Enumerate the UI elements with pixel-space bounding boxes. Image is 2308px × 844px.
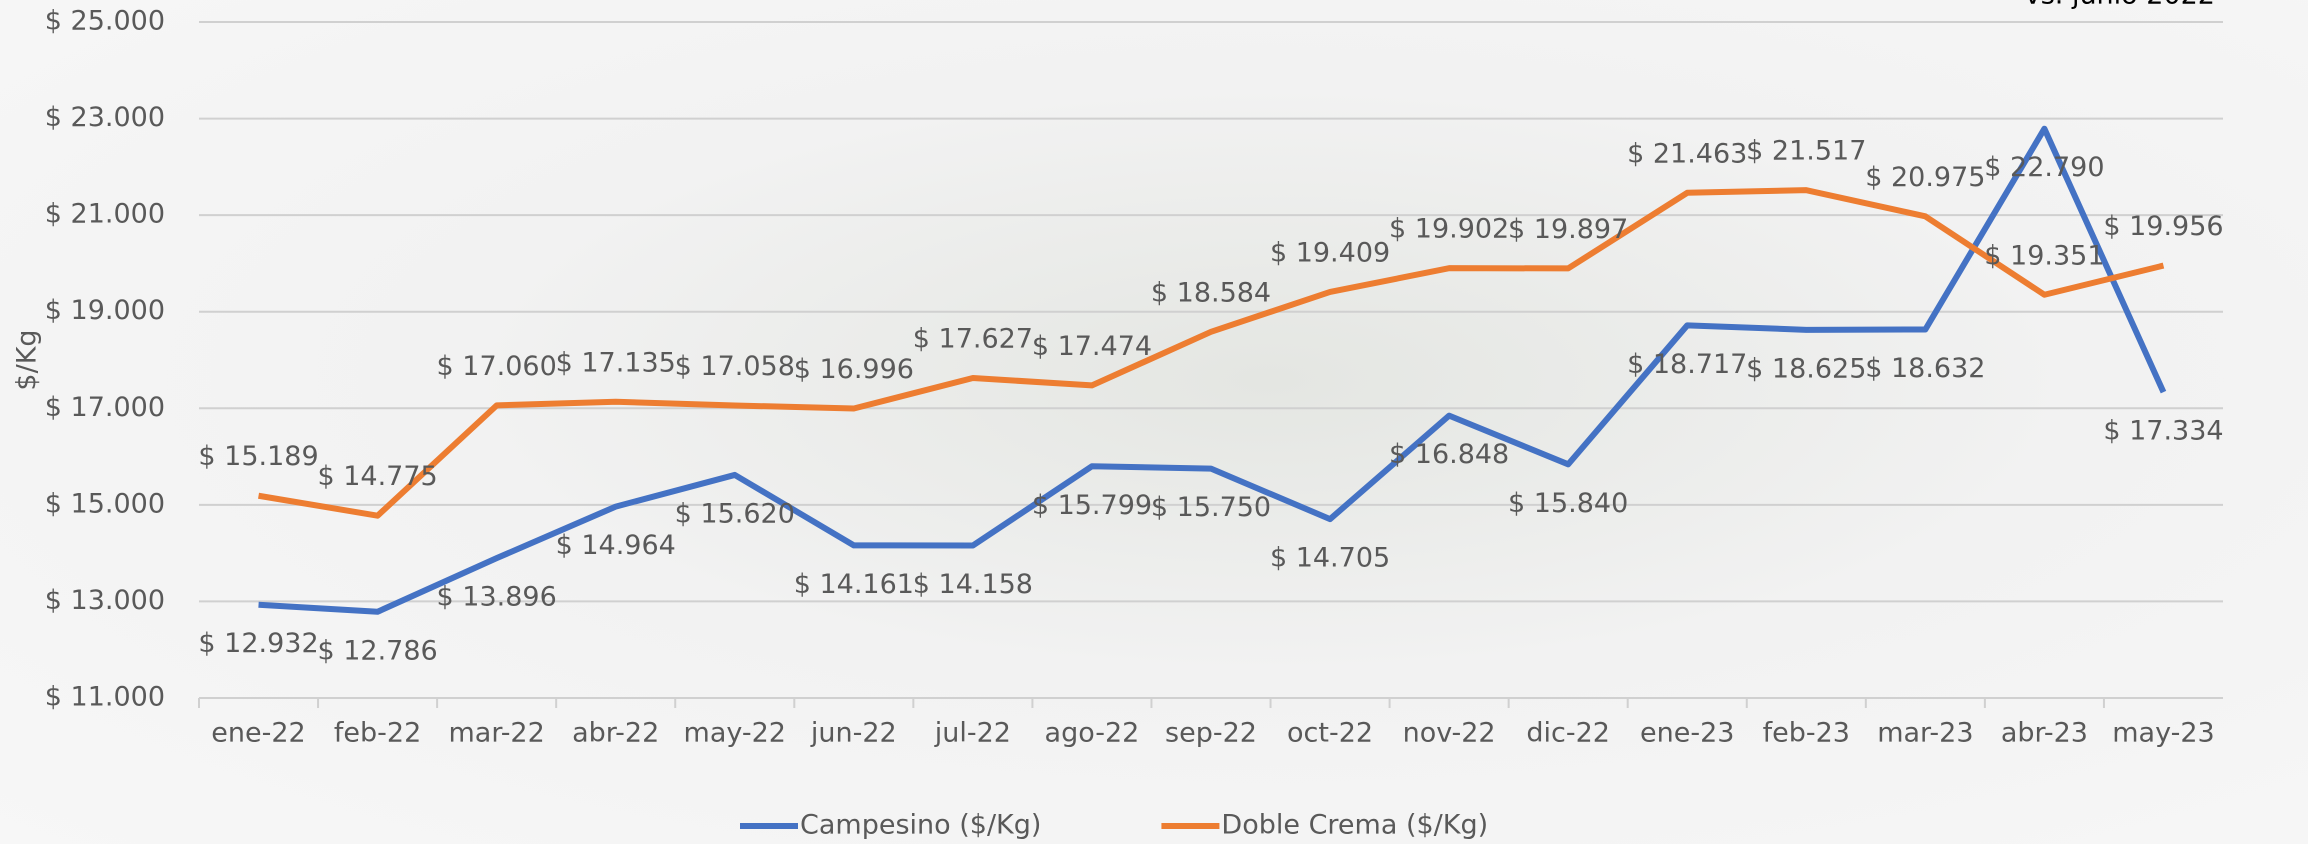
x-tick-label: may-22 — [684, 718, 786, 749]
value-label: $ 15.799 — [1032, 490, 1152, 521]
value-label: $ 14.161 — [794, 569, 914, 600]
y-tick-label: $ 13.000 — [45, 585, 165, 616]
x-tick-label: ene-22 — [211, 718, 305, 749]
x-tick-label: sep-22 — [1165, 718, 1257, 749]
y-tick-label: $ 23.000 — [45, 102, 165, 133]
y-tick-label: $ 19.000 — [45, 295, 165, 326]
value-label: $ 22.790 — [1984, 152, 2104, 183]
value-label: $ 16.996 — [794, 354, 914, 385]
value-label: $ 15.840 — [1508, 488, 1628, 519]
value-label: $ 15.620 — [675, 498, 795, 529]
y-tick-label: $ 21.000 — [45, 199, 165, 230]
value-label: $ 17.627 — [913, 324, 1033, 355]
value-label: $ 15.750 — [1151, 492, 1271, 523]
annotation: vs. junio 2022 — [2025, 0, 2215, 11]
value-label: $ 21.517 — [1746, 136, 1866, 167]
value-label: $ 16.848 — [1389, 439, 1509, 470]
x-tick-label: abr-23 — [2001, 718, 2088, 749]
value-label: $ 14.775 — [317, 461, 437, 492]
x-tick-label: jul-22 — [934, 718, 1011, 749]
value-label: $ 18.625 — [1746, 353, 1866, 384]
y-tick-label: $ 25.000 — [45, 6, 165, 37]
value-label: $ 18.584 — [1151, 277, 1271, 308]
value-label: $ 12.932 — [198, 628, 318, 659]
x-tick-label: jun-22 — [810, 718, 897, 749]
value-label: $ 19.897 — [1508, 214, 1628, 245]
value-label: $ 19.409 — [1270, 237, 1390, 268]
x-tick-label: mar-23 — [1877, 718, 1973, 749]
x-tick-label: mar-22 — [448, 718, 544, 749]
value-label: $ 19.351 — [1984, 240, 2104, 271]
legend-label: Doble Crema ($/Kg) — [1221, 810, 1488, 841]
y-axis-label: $/Kg — [12, 329, 43, 390]
x-tick-label: may-23 — [2112, 718, 2214, 749]
y-tick-label: $ 15.000 — [45, 488, 165, 519]
x-tick-label: abr-22 — [572, 718, 659, 749]
value-label: $ 21.463 — [1627, 138, 1747, 169]
value-label: $ 17.135 — [556, 347, 676, 378]
value-label: $ 19.902 — [1389, 214, 1509, 245]
y-tick-label: $ 11.000 — [45, 682, 165, 713]
value-label: $ 18.717 — [1627, 349, 1747, 380]
x-tick-label: feb-22 — [334, 718, 421, 749]
value-label: $ 17.334 — [2103, 416, 2223, 447]
value-label: $ 19.956 — [2103, 211, 2223, 242]
chart: vs. junio 2022 $/Kg $ 11.000 $ 13.000 $ 15… — [0, 0, 2308, 844]
value-label: $ 12.786 — [317, 635, 437, 666]
value-label: $ 18.632 — [1865, 353, 1985, 384]
legend-label: Campesino ($/Kg) — [800, 810, 1041, 841]
x-tick-label: dic-22 — [1526, 718, 1610, 749]
value-label: $ 14.964 — [556, 530, 676, 561]
value-label: $ 17.474 — [1032, 331, 1152, 362]
x-tick-label: ene-23 — [1640, 718, 1734, 749]
value-label: $ 14.158 — [913, 569, 1033, 600]
x-tick-label: ago-22 — [1045, 718, 1140, 749]
value-label: $ 15.189 — [198, 441, 318, 472]
y-tick-label: $ 17.000 — [45, 392, 165, 423]
value-label: $ 17.060 — [437, 351, 557, 382]
x-tick-label: nov-22 — [1403, 718, 1496, 749]
x-tick-label: oct-22 — [1287, 718, 1373, 749]
value-label: $ 13.896 — [437, 582, 557, 613]
value-label: $ 17.058 — [675, 351, 795, 382]
x-tick-label: feb-23 — [1763, 718, 1850, 749]
value-label: $ 14.705 — [1270, 543, 1390, 574]
value-label: $ 20.975 — [1865, 162, 1985, 193]
